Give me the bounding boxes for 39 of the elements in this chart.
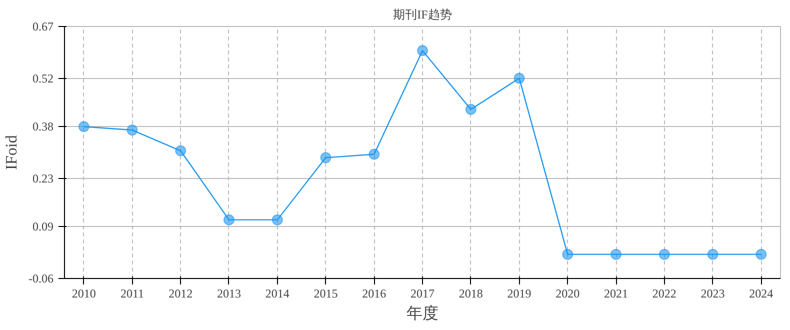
x-axis-title: 年度 [406,304,438,322]
point [707,248,718,260]
x-tick-label: 2012 [168,286,193,300]
chart-title: 期刊IF趋势 [393,8,452,22]
x-tick-label: 2013 [216,286,241,300]
y-tick-label: 0.67 [32,20,54,34]
y-axis-title: IFoid [4,135,21,170]
y-tick-label: 0.52 [32,71,54,86]
point [658,248,670,260]
x-tick-label: 2019 [507,286,532,300]
y-tick-label: 0.09 [32,220,54,234]
point [465,104,476,115]
point [320,152,332,164]
x-tick-label: 2014 [265,286,290,300]
x-tick-label: 2022 [652,286,676,300]
point [368,148,380,160]
point [514,72,525,84]
point [417,45,428,56]
x-tick-label: 2020 [556,286,580,300]
x-tick-label: 2016 [362,286,386,300]
x-tick-label: 2010 [72,286,96,300]
y-tick-label: 0.38 [32,120,54,134]
x-tick-label: 2023 [700,286,725,300]
point [610,248,622,260]
point [175,145,186,156]
point [78,121,90,132]
point [562,248,574,260]
point [756,248,767,260]
x-tick-label: 2021 [604,286,628,300]
x-tick-label: 2017 [410,286,434,300]
x-tick-label: 2024 [749,286,774,300]
point [223,214,234,226]
x-tick-label: 2018 [458,286,483,300]
x-tick-label: 2015 [314,286,338,300]
x-tick-label: 2011 [120,286,144,300]
y-tick-label: -0.06 [28,272,54,286]
y-tick-label: 0.23 [32,171,54,186]
point [272,214,283,226]
point [126,124,138,136]
